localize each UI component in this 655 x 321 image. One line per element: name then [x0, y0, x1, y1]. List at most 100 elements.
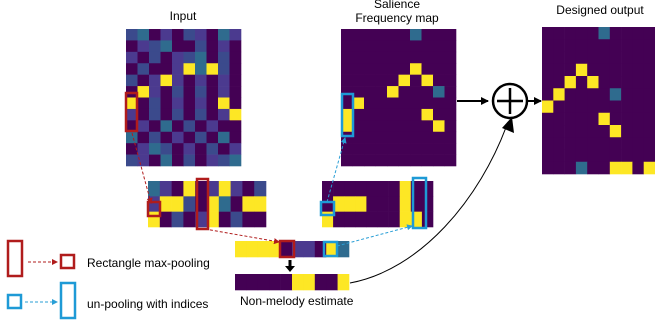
heatmap-cell: [609, 76, 622, 89]
heatmap-cell: [575, 100, 588, 114]
heatmap-cell: [149, 63, 161, 75]
legend-unpool-small-box: [6, 293, 23, 310]
non-melody-vector: [235, 274, 350, 291]
heatmap-cell: [643, 51, 655, 65]
heatmap-cell: [254, 196, 267, 212]
heatmap-cell: [229, 51, 242, 64]
heatmap-cell: [388, 196, 400, 212]
heatmap-cell: [444, 97, 457, 110]
heatmap-cell: [149, 40, 161, 53]
heatmap-cell: [183, 196, 196, 212]
maxpool-result-strip: [146, 200, 162, 218]
heatmap-cell: [352, 154, 365, 167]
heatmap-cell: [160, 63, 173, 75]
heatmap-cell: [364, 51, 376, 64]
heatmap-cell: [375, 51, 388, 64]
heatmap-cell: [575, 27, 588, 40]
heatmap-cell: [364, 108, 376, 121]
heatmap-cell: [172, 131, 184, 144]
heatmap-cell: [575, 51, 588, 65]
heatmap-cell: [433, 51, 445, 64]
heatmap-cell: [137, 40, 150, 53]
heatmap-cell: [564, 76, 577, 89]
heatmap-cell: [377, 211, 389, 228]
heatmap-cell: [126, 154, 138, 167]
heatmap-cell: [183, 86, 196, 98]
heatmap-cell: [421, 143, 434, 155]
heatmap-cell: [375, 154, 388, 167]
heatmap-cell: [575, 161, 588, 175]
heatmap-cell: [303, 241, 316, 258]
heatmap-cell: [387, 74, 399, 87]
heatmap-cell: [207, 196, 220, 212]
heatmap-cell: [172, 74, 184, 87]
heatmap-cell: [206, 63, 219, 75]
heatmap-cell: [643, 39, 655, 52]
heatmap-cell: [366, 196, 378, 212]
heatmap-cell: [206, 97, 219, 110]
heatmap-cell: [341, 131, 353, 144]
heatmap-cell: [587, 112, 599, 126]
heatmap-cell: [444, 63, 457, 75]
heatmap-cell: [172, 63, 184, 75]
heatmap-cell: [229, 108, 242, 121]
heatmap-cell: [564, 100, 577, 114]
heatmap-cell: [341, 154, 353, 167]
heatmap-cell: [553, 100, 565, 114]
heatmap-cell: [564, 39, 577, 52]
heatmap-cell: [341, 108, 353, 121]
heatmap-cell: [333, 196, 345, 212]
heatmap-cell: [218, 120, 230, 133]
heatmap-cell: [609, 112, 622, 126]
heatmap-cell: [575, 39, 588, 52]
heatmap-cell: [398, 143, 411, 155]
heatmap-cell: [195, 74, 207, 87]
heatmap-cell: [195, 154, 207, 167]
heatmap-cell: [632, 51, 644, 65]
heatmap-cell: [433, 29, 445, 41]
heatmap-cell: [355, 181, 367, 197]
heatmap-cell: [183, 181, 196, 197]
heatmap-cell: [137, 86, 150, 98]
heatmap-cell: [609, 100, 622, 114]
heatmap-cell: [621, 76, 633, 89]
heatmap-cell: [632, 125, 644, 138]
heatmap-cell: [542, 161, 554, 175]
heatmap-cell: [341, 74, 353, 87]
input-heatmap: [126, 29, 242, 167]
heatmap-cell: [218, 108, 230, 121]
heatmap-cell: [149, 120, 161, 133]
heatmap-cell: [575, 63, 588, 77]
heatmap-cell: [269, 274, 281, 291]
heatmap-cell: [553, 27, 565, 40]
heatmap-cell: [410, 181, 423, 197]
heatmap-cell: [254, 211, 267, 228]
heatmap-cell: [242, 181, 255, 197]
heatmap-cell: [410, 40, 422, 53]
heatmap-cell: [229, 86, 242, 98]
salience-title-line2: Frequency map: [355, 11, 439, 25]
heatmap-cell: [172, 29, 184, 41]
heatmap-cell: [218, 86, 230, 98]
heatmap-cell: [375, 97, 388, 110]
heatmap-cell: [621, 125, 633, 138]
heatmap-cell: [218, 181, 231, 197]
heatmap-cell: [632, 76, 644, 89]
heatmap-cell: [421, 51, 434, 64]
salience-title-line1: Salience: [374, 0, 420, 11]
maxpool-window-strip: [195, 177, 210, 231]
heatmap-cell: [421, 63, 434, 75]
heatmap-cell: [564, 137, 577, 150]
maxpool-arrow-2: [204, 228, 280, 245]
heatmap-cell: [399, 181, 412, 197]
plus-in-circle-icon: [491, 82, 529, 120]
heatmap-cell: [218, 154, 230, 167]
heatmap-cell: [632, 63, 644, 77]
heatmap-cell: [542, 100, 554, 114]
heatmap-cell: [410, 29, 422, 41]
heatmap-cell: [410, 74, 422, 87]
heatmap-cell: [137, 63, 150, 75]
heatmap-cell: [398, 74, 411, 87]
heatmap-cell: [366, 211, 378, 228]
